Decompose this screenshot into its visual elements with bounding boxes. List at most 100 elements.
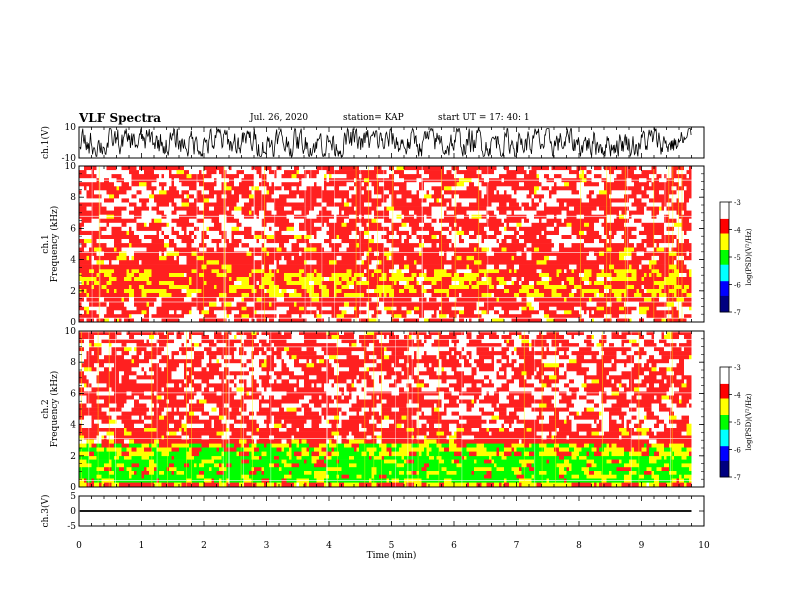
spectrogram-cell: [486, 198, 492, 203]
spectrogram-cell: [319, 297, 327, 302]
spectrogram-cell: [669, 214, 672, 220]
spectrogram-cell: [631, 264, 639, 270]
spectrogram-cell: [484, 239, 487, 244]
spectrogram-cell: [411, 226, 414, 232]
spectrogram-cell: [126, 306, 129, 311]
spectrogram-cell: [361, 264, 364, 270]
spectrogram-cell: [214, 285, 217, 290]
spectrogram-cell: [261, 202, 267, 207]
spectrogram-cell: [569, 206, 574, 211]
spectrogram-cell: [589, 314, 597, 319]
spectrogram-cell: [249, 174, 254, 179]
spectrogram-cell: [324, 235, 327, 240]
spectrogram-cell: [479, 289, 484, 294]
spectrogram-cell: [239, 243, 242, 248]
spectrogram-cell: [541, 455, 544, 460]
spectrogram-cell: [351, 202, 354, 207]
spectrogram-cell: [251, 297, 254, 302]
spectrogram-cell: [546, 273, 549, 278]
spectrogram-cell: [256, 289, 259, 294]
spectrogram-cell: [214, 222, 219, 228]
spectrogram-cell: [666, 277, 674, 282]
spectrogram-cell: [219, 301, 222, 307]
spectrogram-cell: [121, 269, 124, 274]
spectrogram-cell: [271, 182, 274, 187]
spectrogram-cell: [226, 273, 234, 278]
spectrogram-cell: [106, 230, 112, 236]
spectrogram-cell: [259, 174, 267, 179]
spectrogram-cell: [111, 210, 117, 215]
spectrogram-cell: [219, 289, 222, 294]
spectrogram-cell: [601, 247, 607, 252]
spectrogram-cell: [419, 306, 427, 311]
spectrogram-cell: [439, 455, 442, 460]
spectrogram-cell: [519, 235, 527, 240]
spectrogram-cell: [159, 260, 164, 265]
spectrogram-cell: [419, 182, 424, 187]
spectrogram-cell: [204, 206, 209, 211]
spectrogram-cell: [614, 182, 617, 187]
spectrogram-cell: [424, 314, 432, 319]
spectrogram-cell: [374, 190, 379, 195]
spectrogram-cell: [141, 226, 149, 232]
spectrogram-cell: [651, 210, 659, 215]
spectrogram-cell: [116, 230, 122, 236]
spectrogram-cell: [534, 281, 537, 286]
spectrogram-cell: [199, 226, 204, 232]
spectrogram-cell: [194, 235, 197, 240]
spectrogram-cell: [664, 239, 672, 244]
spectrogram-cell: [86, 206, 92, 211]
spectrogram-cell: [656, 277, 664, 282]
spectrogram-cell: [81, 251, 89, 257]
spectrogram-cell: [461, 277, 469, 282]
spectrogram-cell: [251, 186, 259, 191]
spectrogram-cell: [521, 273, 529, 278]
spectrogram-cell: [364, 198, 372, 203]
spectrogram-cell: [579, 210, 587, 215]
spectrogram-cell: [379, 289, 382, 294]
spectrogram-cell: [196, 194, 199, 199]
spectrogram-cell: [81, 226, 87, 232]
spectrogram-cell: [141, 214, 144, 220]
spectrogram-cell: [359, 318, 367, 323]
spectrogram-cell: [349, 264, 354, 270]
spectrogram-cell: [574, 297, 582, 302]
spectrogram-cell: [256, 194, 259, 199]
spectrogram-cell: [189, 482, 192, 488]
spectrogram-cell: [359, 166, 364, 171]
spectrogram-cell: [504, 310, 509, 315]
spectrogram-cell: [164, 455, 169, 460]
spectrogram-cell: [611, 269, 614, 274]
spectrogram-cell: [456, 297, 464, 302]
spectrogram-cell: [111, 301, 114, 307]
spectrogram-cell: [631, 247, 634, 252]
spectrogram-cell: [131, 226, 134, 232]
spectrogram-cell: [661, 318, 667, 323]
spectrogram-cell: [144, 194, 149, 199]
spectrogram-cell: [449, 194, 452, 199]
spectrogram-cell: [124, 297, 129, 302]
spectrogram-cell: [411, 273, 417, 278]
spectrogram-cell: [374, 306, 377, 311]
spectrogram-cell: [116, 174, 119, 179]
spectrogram-cell: [461, 251, 464, 257]
spectrogram-cell: [79, 206, 87, 211]
spectrogram-cell: [481, 222, 489, 228]
spectrogram-cell: [149, 285, 157, 290]
spectrogram-cell: [439, 235, 442, 240]
spectrogram-cell: [326, 170, 334, 175]
spectrogram-cell: [291, 251, 299, 257]
spectrogram-cell: [261, 243, 264, 248]
spectrogram-cell: [501, 260, 509, 265]
spectrogram-cell: [189, 264, 194, 270]
spectrogram-cell: [511, 202, 519, 207]
spectrogram-cell: [449, 285, 454, 290]
spectrogram-cell: [379, 260, 382, 265]
spectrogram-cell: [461, 190, 469, 195]
spectrogram-cell: [676, 206, 682, 211]
spectrogram-cell: [229, 198, 237, 203]
spectrogram-cell: [531, 251, 539, 257]
spectrogram-cell: [149, 206, 152, 211]
spectrogram-cell: [151, 186, 157, 191]
spectrogram-cell: [279, 255, 282, 261]
